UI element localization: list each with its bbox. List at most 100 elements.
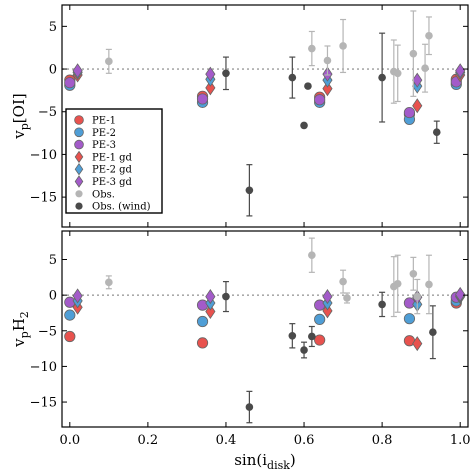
legend-marker-pe1gd — [74, 150, 84, 164]
bottom-point-wind — [308, 332, 316, 341]
top-point-obs — [421, 64, 429, 72]
bottom-point-pe1 — [196, 337, 209, 349]
top-ytick-label: −5 — [38, 105, 57, 120]
bottom-point-obs — [308, 251, 316, 260]
legend-label-pe2gd: PE-2 gd — [92, 165, 133, 176]
bottom-point-pe3gd — [455, 286, 466, 302]
top-panel: 5 0 −5 −10 −15 vp[OI] PE-1PE-2PE-3PE-1 gd PE-2 … — [10, 4, 469, 228]
legend-marker-wind — [75, 202, 83, 210]
bottom-point-pe1gd — [322, 303, 333, 319]
bottom-point-pe2 — [64, 309, 76, 321]
bottom-point-obs — [343, 294, 351, 302]
bottom-point-pe1 — [64, 330, 76, 343]
bottom-xtick-label: 0.0 — [59, 433, 80, 448]
bottom-point-pe2 — [314, 313, 326, 325]
legend-marker-pe3gd — [74, 175, 84, 188]
bottom-xtick-label: 0.8 — [372, 433, 393, 448]
top-point-pe3gd — [455, 63, 466, 79]
bottom-point-pe1 — [314, 334, 326, 346]
legend-label-pe3: PE-3 — [92, 140, 116, 151]
bottom-point-pe1gd — [412, 336, 423, 352]
legend-label-wind: Obs. (wind) — [92, 202, 151, 213]
bottom-ytick-label: −15 — [30, 396, 57, 411]
top-point-obs — [105, 57, 113, 66]
bottom-point-pe3 — [314, 299, 326, 311]
bottom-xtick-label: 1.0 — [450, 433, 471, 448]
legend-label-pe3gd: PE-3 gd — [92, 177, 133, 188]
legend-marker-pe1 — [74, 115, 84, 125]
top-point-obs — [308, 44, 316, 53]
top-point-pe3 — [64, 77, 76, 89]
top-series-wind — [222, 32, 441, 217]
bottom-point-pe3gd — [322, 289, 333, 305]
top-point-pe3gd — [205, 66, 216, 82]
top-point-wind — [222, 69, 230, 78]
bottom-point-obs — [425, 280, 433, 289]
bottom-point-pe2 — [196, 315, 209, 328]
top-point-obs — [425, 31, 433, 40]
bottom-point-obs — [413, 292, 422, 301]
bottom-point-pe2 — [403, 313, 416, 325]
bottom-series-wind — [222, 281, 437, 424]
bottom-xtick-label: 0.6 — [294, 433, 315, 448]
top-axes-frame — [61, 4, 469, 228]
bottom-point-pe3 — [196, 299, 209, 311]
bottom-series-obs — [105, 237, 433, 318]
top-point-obs — [393, 69, 402, 78]
bottom-axes-frame — [61, 230, 469, 428]
legend-marker-pe2gd — [74, 162, 84, 176]
top-y-axis-label: vp[OI] — [10, 93, 31, 139]
bottom-point-wind — [429, 328, 437, 337]
bottom-series-pe2 — [64, 295, 462, 328]
top-point-wind — [304, 82, 312, 90]
top-point-pe3 — [196, 93, 209, 105]
bottom-point-pe3gd — [205, 289, 216, 305]
top-point-pe3gd — [412, 72, 423, 88]
legend-label-pe2: PE-2 — [92, 128, 116, 139]
top-point-wind — [245, 186, 254, 195]
top-point-pe1gd — [412, 98, 423, 114]
top-ytick-label: −15 — [30, 191, 57, 206]
legend-marker-obs — [75, 190, 83, 198]
bottom-point-wind — [378, 300, 386, 309]
legend-label-obs: Obs. — [92, 189, 115, 200]
x-axis-label: sin(idisk) — [234, 451, 296, 472]
legend-label-pe1gd: PE-1 gd — [92, 152, 133, 163]
top-point-pe1gd — [322, 81, 333, 97]
bottom-point-obs — [105, 278, 113, 287]
top-point-obs — [409, 49, 418, 58]
top-point-wind — [432, 128, 441, 137]
bottom-ytick-label: 0 — [49, 289, 57, 304]
bottom-ytick-label: −5 — [38, 324, 57, 339]
top-point-obs — [323, 56, 332, 65]
top-ytick-label: 0 — [49, 63, 57, 78]
bottom-series-pe3 — [64, 291, 462, 311]
top-point-pe3 — [403, 106, 416, 119]
top-point-pe3gd — [72, 63, 83, 79]
bottom-ytick-label: 5 — [49, 253, 57, 268]
top-point-wind — [378, 73, 386, 82]
bottom-point-pe1gd — [205, 304, 216, 320]
bottom-panel: 5 0 −5 −10 −15 0.0 0.2 0.4 0.6 0.8 1.0 vpH2 sin(idis… — [10, 230, 471, 472]
bottom-point-wind — [222, 292, 230, 301]
legend-marker-pe3 — [74, 139, 84, 150]
legend-label-pe1: PE-1 — [92, 116, 116, 127]
bottom-point-pe3gd — [72, 288, 83, 304]
bottom-point-wind — [288, 331, 297, 340]
bottom-xtick-label: 0.4 — [216, 433, 237, 448]
legend-marker-pe2 — [74, 127, 84, 138]
top-point-pe3 — [314, 94, 326, 106]
bottom-xtick-label: 0.2 — [138, 433, 159, 448]
top-series-pe1gd — [72, 67, 466, 114]
top-point-wind — [300, 121, 308, 130]
top-ytick-label: 5 — [49, 20, 57, 35]
bottom-y-axis-label: vpH2 — [10, 311, 31, 348]
top-point-obs — [339, 42, 347, 50]
top-point-wind — [288, 73, 297, 82]
top-ytick-label: −10 — [30, 148, 57, 163]
bottom-point-wind — [300, 346, 308, 354]
bottom-point-obs — [393, 279, 402, 288]
bottom-point-obs — [409, 269, 418, 278]
